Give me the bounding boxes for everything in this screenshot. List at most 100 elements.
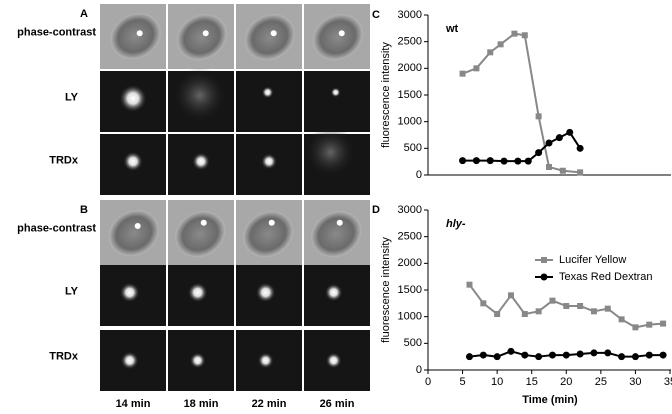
cell xyxy=(243,211,294,258)
marker xyxy=(562,351,570,359)
marker xyxy=(465,353,473,361)
fluor-image xyxy=(236,71,302,132)
x-tick-label: 35 xyxy=(664,376,672,388)
marker xyxy=(472,157,480,165)
x-axis-label: Time (min) xyxy=(522,394,578,406)
marker xyxy=(507,347,515,355)
bead xyxy=(336,219,343,226)
marker xyxy=(507,292,514,299)
row-label: phase-contrast xyxy=(17,222,96,234)
marker xyxy=(545,139,553,147)
spot xyxy=(119,84,147,113)
panel-letter: D xyxy=(372,204,380,216)
cell xyxy=(108,210,159,257)
spot xyxy=(123,151,143,172)
marker xyxy=(511,30,518,37)
marker xyxy=(577,303,584,309)
y-tick-label: 500 xyxy=(404,142,422,154)
marker xyxy=(486,157,494,165)
marker xyxy=(473,65,480,72)
spot xyxy=(189,352,206,369)
spot xyxy=(120,351,139,370)
bead xyxy=(270,30,277,37)
marker xyxy=(618,353,626,361)
row-label: LY xyxy=(65,91,79,103)
marker xyxy=(563,303,570,309)
x-tick-label: 0 xyxy=(425,376,431,388)
legend-label: Texas Red Dextran xyxy=(559,271,653,283)
legend-marker xyxy=(541,257,547,263)
marker xyxy=(500,157,508,165)
x-tick-label: 10 xyxy=(491,376,503,388)
marker xyxy=(459,70,466,77)
marker xyxy=(535,149,543,157)
marker xyxy=(576,350,584,358)
marker xyxy=(459,157,467,165)
marker xyxy=(590,308,597,315)
marker xyxy=(535,308,542,315)
marker xyxy=(590,349,598,357)
marker xyxy=(576,144,584,152)
row-label: TRDx xyxy=(49,350,79,362)
row-label: LY xyxy=(65,285,79,297)
marker xyxy=(521,311,528,317)
marker xyxy=(646,321,653,328)
y-tick-label: 0 xyxy=(416,364,422,376)
marker xyxy=(514,157,522,165)
marker xyxy=(497,41,504,48)
marker xyxy=(559,167,566,174)
spot xyxy=(325,352,342,369)
marker xyxy=(521,351,529,359)
marker xyxy=(546,164,552,170)
spot xyxy=(257,352,274,369)
marker xyxy=(480,300,487,307)
x-tick-label: 5 xyxy=(460,376,466,388)
bead xyxy=(200,219,207,226)
column-label: 22 min xyxy=(252,398,287,410)
y-tick-label: 2500 xyxy=(398,36,422,48)
spot xyxy=(171,67,228,124)
y-tick-label: 500 xyxy=(404,337,422,349)
fluor-image xyxy=(304,71,370,132)
marker xyxy=(535,113,542,120)
bead xyxy=(268,219,275,226)
cell xyxy=(176,14,227,61)
y-tick-label: 1000 xyxy=(398,116,422,128)
x-tick-label: 30 xyxy=(629,376,641,388)
cell xyxy=(244,14,295,61)
column-label: 26 min xyxy=(320,398,355,410)
x-tick-label: 15 xyxy=(526,376,538,388)
y-tick-label: 1000 xyxy=(398,311,422,323)
marker xyxy=(548,351,556,359)
legend-marker xyxy=(540,273,548,281)
column-label: 14 min xyxy=(116,398,151,410)
cell xyxy=(311,211,362,258)
spot xyxy=(324,283,343,302)
y-tick-label: 0 xyxy=(416,169,422,181)
spot xyxy=(119,282,140,303)
y-tick-label: 2500 xyxy=(398,231,422,243)
marker xyxy=(494,311,501,317)
x-tick-label: 20 xyxy=(560,376,572,388)
marker xyxy=(660,320,667,327)
spot xyxy=(261,86,274,99)
marker xyxy=(521,32,528,39)
marker xyxy=(631,353,639,361)
y-tick-label: 2000 xyxy=(398,257,422,269)
series-line xyxy=(462,32,581,174)
y-axis-label: fluorescence intensity xyxy=(380,42,392,148)
marker xyxy=(659,351,667,359)
bead xyxy=(136,30,143,37)
marker xyxy=(493,353,501,361)
cell xyxy=(312,14,363,61)
row-label: TRDx xyxy=(49,154,79,166)
bead xyxy=(134,223,141,229)
marker xyxy=(604,349,612,357)
panel-letter: C xyxy=(372,9,380,21)
marker xyxy=(645,351,653,359)
marker xyxy=(466,281,473,288)
panel-letter: B xyxy=(80,204,88,216)
marker xyxy=(604,305,611,312)
marker xyxy=(618,316,625,323)
